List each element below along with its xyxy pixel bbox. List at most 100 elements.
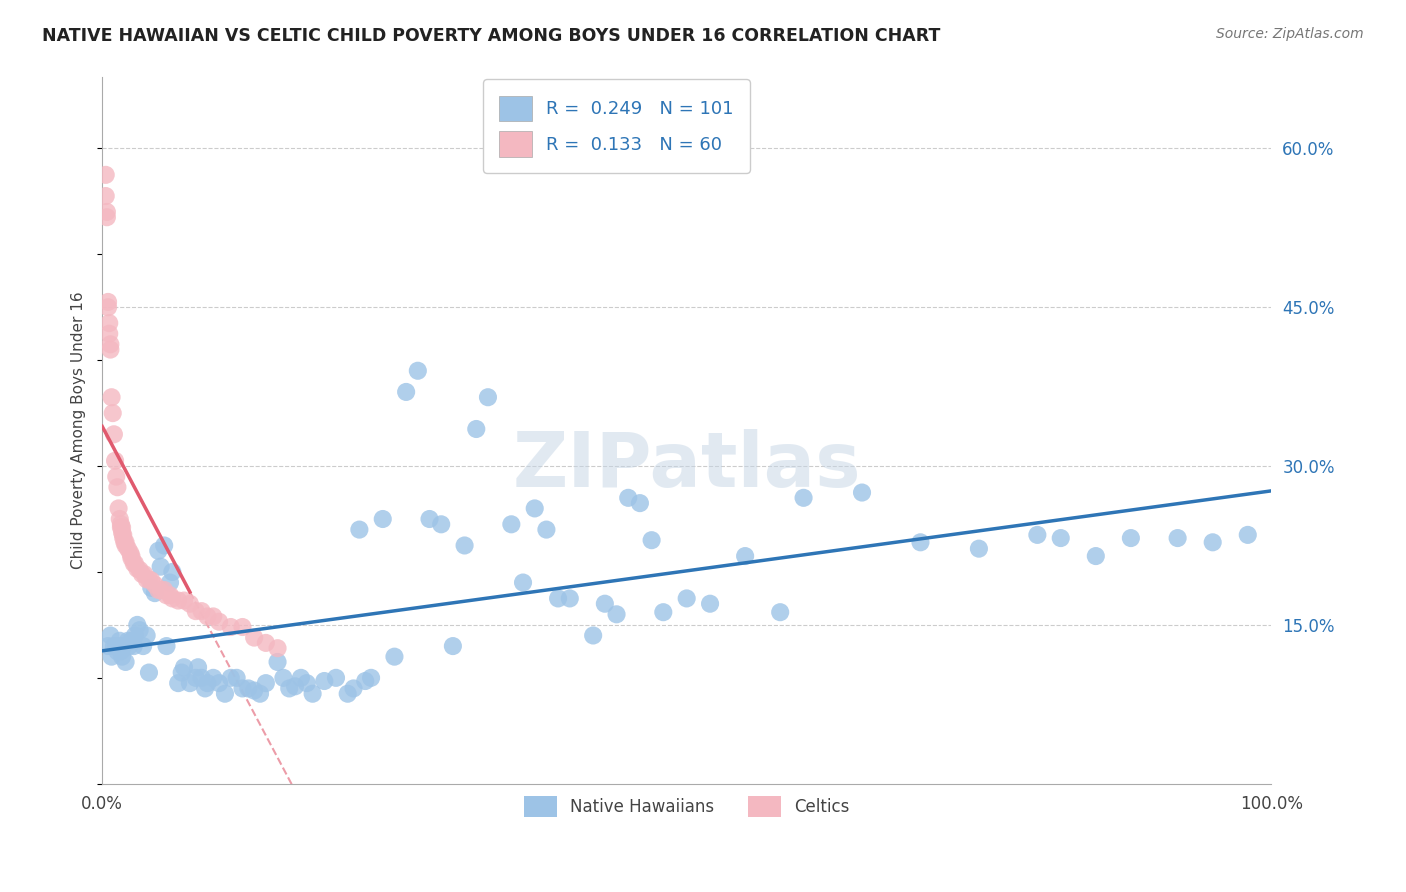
Point <box>162 591 184 606</box>
Point <box>167 676 190 690</box>
Point <box>127 562 149 576</box>
Point <box>96 205 118 219</box>
Point <box>148 543 170 558</box>
Point <box>107 639 129 653</box>
Point <box>202 609 225 624</box>
Point <box>652 605 675 619</box>
Point <box>127 618 149 632</box>
Point <box>184 604 207 618</box>
Point <box>173 593 195 607</box>
Point <box>851 485 873 500</box>
Point <box>187 660 209 674</box>
Point <box>118 639 141 653</box>
Point <box>194 681 217 696</box>
Point <box>100 628 122 642</box>
Point <box>155 639 177 653</box>
Point <box>547 591 569 606</box>
Point <box>325 671 347 685</box>
Point <box>190 671 212 685</box>
Point <box>202 671 225 685</box>
Point <box>354 673 377 688</box>
Point <box>105 639 128 653</box>
Point <box>108 633 131 648</box>
Text: ZIPatlas: ZIPatlas <box>512 429 860 503</box>
Point <box>249 687 271 701</box>
Point <box>793 491 815 505</box>
Point <box>231 620 253 634</box>
Point <box>120 633 142 648</box>
Point <box>135 628 157 642</box>
Point <box>628 496 651 510</box>
Point <box>238 681 260 696</box>
Point <box>96 211 118 225</box>
Point <box>208 615 231 629</box>
Point <box>418 512 440 526</box>
Point <box>295 676 318 690</box>
Point <box>225 671 247 685</box>
Point <box>1026 528 1049 542</box>
Point <box>441 639 464 653</box>
Point <box>94 168 117 182</box>
Point <box>1167 531 1189 545</box>
Point <box>266 641 288 656</box>
Point <box>640 533 662 548</box>
Point <box>453 539 475 553</box>
Point <box>100 649 122 664</box>
Point <box>114 539 136 553</box>
Point <box>94 189 117 203</box>
Point <box>120 546 142 560</box>
Legend: Native Hawaiians, Celtics: Native Hawaiians, Celtics <box>515 788 858 825</box>
Point <box>314 673 336 688</box>
Point <box>143 577 166 591</box>
Point <box>97 294 120 309</box>
Point <box>132 639 155 653</box>
Point <box>128 623 150 637</box>
Point <box>103 427 125 442</box>
Point <box>349 523 371 537</box>
Point <box>162 565 184 579</box>
Point <box>967 541 990 556</box>
Point <box>97 639 120 653</box>
Point <box>112 528 135 542</box>
Point <box>107 480 129 494</box>
Point <box>395 384 418 399</box>
Point <box>1202 535 1225 549</box>
Point <box>254 676 277 690</box>
Point <box>558 591 581 606</box>
Point <box>179 597 201 611</box>
Point <box>197 609 219 624</box>
Point <box>290 671 312 685</box>
Point <box>278 681 301 696</box>
Point <box>273 671 295 685</box>
Point <box>675 591 697 606</box>
Point <box>734 549 756 563</box>
Point <box>593 597 616 611</box>
Point <box>219 620 242 634</box>
Point <box>284 679 307 693</box>
Point <box>1236 528 1258 542</box>
Point <box>143 586 166 600</box>
Point <box>360 671 382 685</box>
Point <box>430 517 453 532</box>
Point <box>173 660 195 674</box>
Point <box>101 406 124 420</box>
Point <box>97 300 120 314</box>
Point <box>112 639 135 653</box>
Point <box>148 582 170 597</box>
Point <box>98 326 121 341</box>
Point <box>1049 531 1071 545</box>
Point <box>103 639 125 653</box>
Point <box>153 582 176 597</box>
Y-axis label: Child Poverty Among Boys Under 16: Child Poverty Among Boys Under 16 <box>72 292 86 569</box>
Point <box>128 563 150 577</box>
Point <box>153 539 176 553</box>
Point <box>135 573 157 587</box>
Point <box>131 567 153 582</box>
Point <box>138 573 160 587</box>
Point <box>117 541 139 556</box>
Point <box>149 582 172 597</box>
Point <box>117 633 139 648</box>
Point <box>243 683 266 698</box>
Point <box>100 337 122 351</box>
Point <box>170 665 193 680</box>
